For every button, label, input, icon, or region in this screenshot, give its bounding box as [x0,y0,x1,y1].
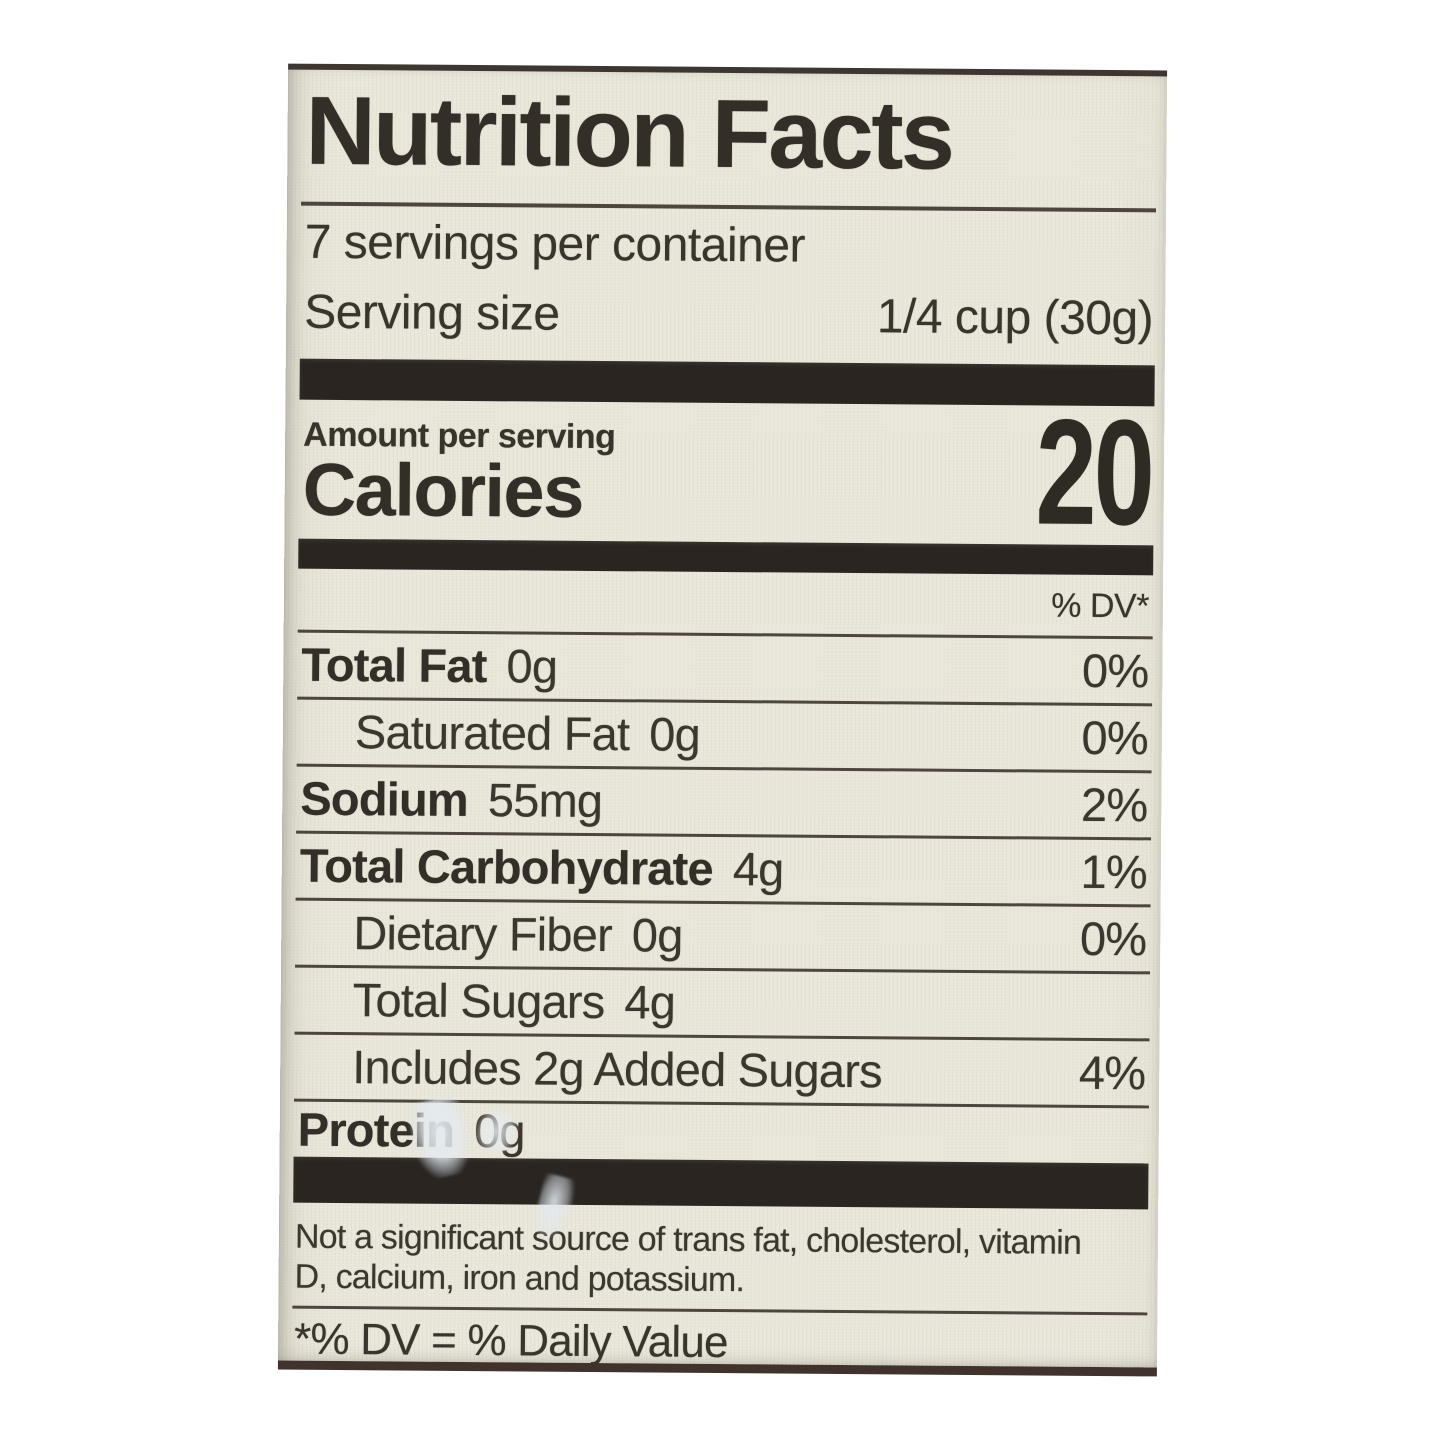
daily-value-header: % DV* [1051,586,1150,626]
footnote-line-1: Not a significant source of trans fat, c… [294,1217,1082,1262]
nutrient-row-sodium: Sodium 55mg 2% [296,763,1152,838]
title-divider [301,201,1157,213]
serving-size-row: Serving size 1/4 cup (30g) [304,283,1153,350]
nutrient-name: Dietary Fiber [353,906,613,962]
nutrient-dv: 0% [1081,711,1149,765]
nutrient-amount: 55mg [487,773,603,828]
nutrient-name: Protein [297,1102,455,1157]
nutrient-name: Saturated Fat [354,705,630,761]
servings-per-container: 7 servings per container [304,215,806,273]
nutrient-dv: 4% [1078,1046,1146,1100]
nutrient-row-total-carbohydrate: Total Carbohydrate 4g 1% [295,830,1152,905]
daily-value-definition: *% DV = % Daily Value [293,1314,728,1367]
nutrition-facts-label: Nutrition Facts 7 servings per container… [277,63,1168,1378]
calories-left: Amount per serving Calories [302,415,616,533]
serving-size-label: Serving size [303,285,560,341]
nutrient-name: Total Sugars [352,973,605,1029]
nutrient-name: Total Carbohydrate [299,838,714,896]
nutrient-row-added-sugars: Includes 2g Added Sugars 4% [294,1031,1150,1106]
nutrient-name: Sodium [300,772,469,827]
nutrient-name: Includes 2g Added Sugars [352,1040,883,1098]
nutrient-name: Total Fat [301,638,487,693]
serving-size-value: 1/4 cup (30g) [876,290,1154,346]
thick-bar-bottom [293,1156,1149,1210]
calories-section: Amount per serving Calories 20 [298,387,1154,557]
nutrient-dv: 1% [1080,845,1148,899]
nutrient-amount: 0g [506,639,558,694]
nutrient-row-total-fat: Total Fat 0g 0% [297,629,1153,704]
nutrient-dv: 0% [1079,912,1147,966]
nutrient-dv: 0% [1081,644,1149,698]
label-content: Nutrition Facts 7 servings per container… [278,75,1167,1378]
nutrient-row-protein: Protein 0g [293,1098,1149,1164]
nutrient-row-saturated-fat: Saturated Fat 0g 0% [296,696,1153,771]
footnote: Not a significant source of trans fat, c… [294,1216,1148,1303]
nutrient-amount: 0g [473,1103,525,1158]
footnote-line-2: D, calcium, iron and potassium. [294,1257,745,1299]
thick-bar-top [299,358,1155,407]
nutrient-amount: 4g [732,842,784,896]
nutrient-row-total-sugars: Total Sugars 4g [294,964,1151,1039]
label-title: Nutrition Facts [305,75,953,190]
calories-label: Calories [302,447,584,533]
nutrient-row-dietary-fiber: Dietary Fiber 0g 0% [295,897,1151,972]
calories-value: 20 [1035,387,1153,557]
nutrient-amount: 0g [649,707,701,762]
nutrient-amount: 0g [631,908,683,963]
nutrient-amount: 4g [624,975,676,1029]
nutrient-dv: 2% [1080,778,1148,832]
footnote-divider [292,1305,1148,1316]
